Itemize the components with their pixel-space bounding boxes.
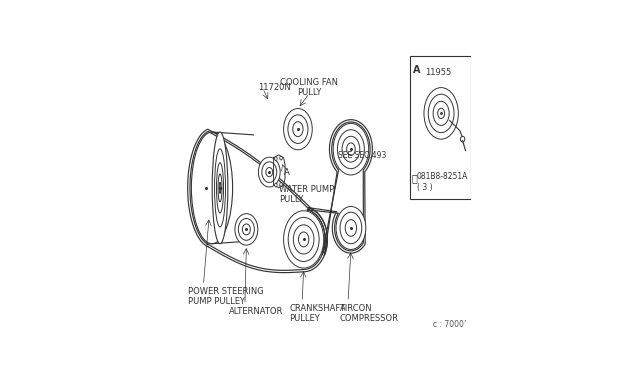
Ellipse shape <box>280 183 282 186</box>
Ellipse shape <box>212 132 228 244</box>
Text: COOLING FAN
PULLY: COOLING FAN PULLY <box>280 78 339 97</box>
Ellipse shape <box>336 206 366 250</box>
Text: WATER PUMP
PULLY: WATER PUMP PULLY <box>279 185 335 204</box>
Ellipse shape <box>284 109 312 150</box>
Text: 11720N: 11720N <box>258 83 291 92</box>
Ellipse shape <box>438 108 445 119</box>
Ellipse shape <box>460 136 465 142</box>
Ellipse shape <box>333 124 369 175</box>
Ellipse shape <box>284 211 324 268</box>
Ellipse shape <box>433 101 449 125</box>
Ellipse shape <box>424 87 458 139</box>
Ellipse shape <box>280 156 282 160</box>
Text: SEE SEC.493: SEE SEC.493 <box>338 151 387 160</box>
Text: A: A <box>413 65 420 75</box>
Ellipse shape <box>191 132 232 244</box>
Text: A: A <box>284 168 289 177</box>
Ellipse shape <box>428 94 454 132</box>
Text: Ⓑ: Ⓑ <box>411 173 417 183</box>
Ellipse shape <box>259 157 280 187</box>
Ellipse shape <box>235 214 258 245</box>
Text: c : 7000’: c : 7000’ <box>433 320 466 329</box>
Text: AIRCON
COMPRESSOR: AIRCON COMPRESSOR <box>339 304 399 323</box>
Text: ALTERNATOR: ALTERNATOR <box>229 307 284 316</box>
Ellipse shape <box>275 183 277 187</box>
Text: 081B8-8251A
( 3 ): 081B8-8251A ( 3 ) <box>417 172 468 192</box>
Text: POWER STEERING
PUMP PULLEY: POWER STEERING PUMP PULLEY <box>188 287 264 306</box>
Text: CRANKSHAFT
PULLEY: CRANKSHAFT PULLEY <box>289 304 346 323</box>
Text: 11955: 11955 <box>426 68 452 77</box>
Ellipse shape <box>275 157 277 160</box>
FancyBboxPatch shape <box>410 56 470 199</box>
